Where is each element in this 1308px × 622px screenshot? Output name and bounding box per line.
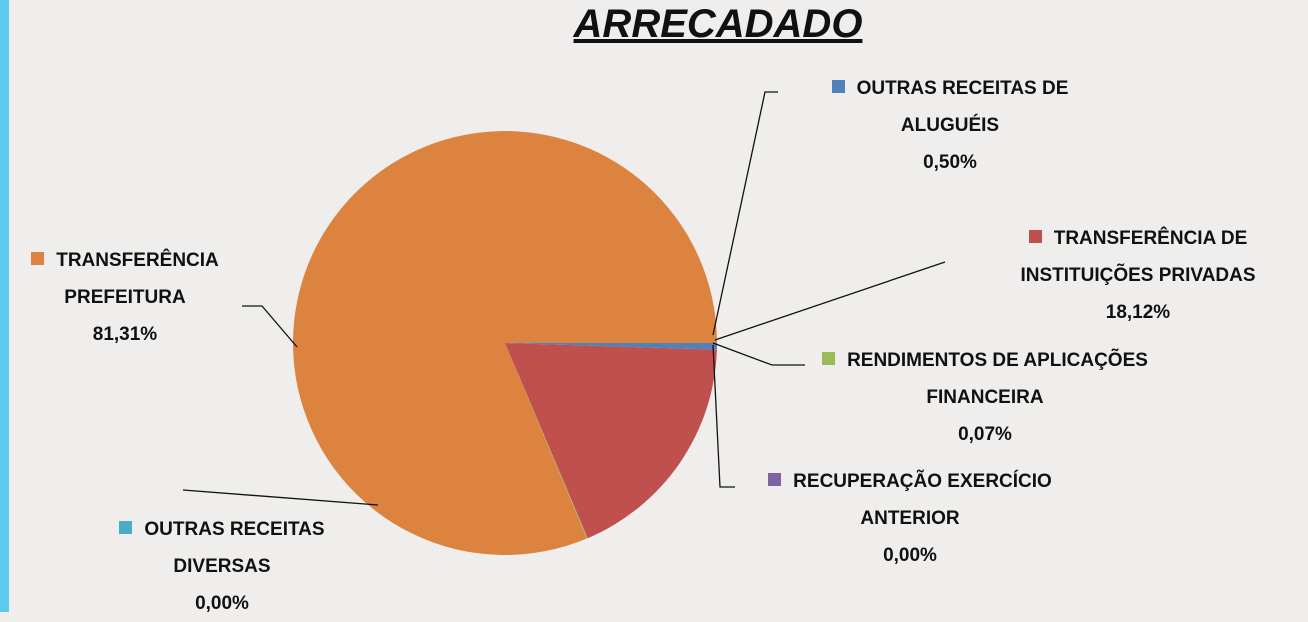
legend-swatch [768, 473, 781, 486]
data-label: RECUPERAÇÃO EXERCÍCIO ANTERIOR 0,00% [760, 463, 1060, 574]
category-label: RENDIMENTOS DE APLICAÇÕES FINANCEIRA [847, 350, 1148, 408]
category-label: TRANSFERÊNCIA PREFEITURA [56, 250, 219, 308]
leader-line [713, 343, 805, 365]
legend-swatch [822, 352, 835, 365]
legend-swatch [31, 252, 44, 265]
leader-line [183, 490, 378, 505]
leader-line [713, 92, 778, 335]
page: ARRECADADO (() => { const data = JSON.pa… [0, 0, 1308, 612]
value-label: 18,12% [973, 294, 1303, 331]
value-label: 0,00% [77, 585, 367, 622]
data-label: RENDIMENTOS DE APLICAÇÕES FINANCEIRA 0,07… [820, 342, 1150, 453]
data-label: TRANSFERÊNCIA DE INSTITUIÇÕES PRIVADAS 18… [973, 220, 1303, 331]
legend-swatch [832, 80, 845, 93]
value-label: 0,00% [760, 537, 1060, 574]
leader-line [713, 345, 735, 487]
data-label: OUTRAS RECEITAS DE ALUGUÉIS 0,50% [790, 70, 1110, 181]
data-label: TRANSFERÊNCIA PREFEITURA 81,31% [5, 242, 245, 353]
legend-swatch [1029, 230, 1042, 243]
value-label: 0,07% [820, 416, 1150, 453]
legend-swatch [119, 521, 132, 534]
category-label: OUTRAS RECEITAS DE ALUGUÉIS [857, 78, 1069, 136]
leader-line [715, 262, 945, 340]
category-label: RECUPERAÇÃO EXERCÍCIO ANTERIOR [793, 471, 1052, 529]
value-label: 0,50% [790, 144, 1110, 181]
category-label: TRANSFERÊNCIA DE INSTITUIÇÕES PRIVADAS [1020, 228, 1255, 286]
value-label: 81,31% [5, 316, 245, 353]
category-label: OUTRAS RECEITAS DIVERSAS [144, 519, 324, 577]
data-label: OUTRAS RECEITAS DIVERSAS 0,00% [77, 511, 367, 622]
leader-line [242, 306, 297, 347]
